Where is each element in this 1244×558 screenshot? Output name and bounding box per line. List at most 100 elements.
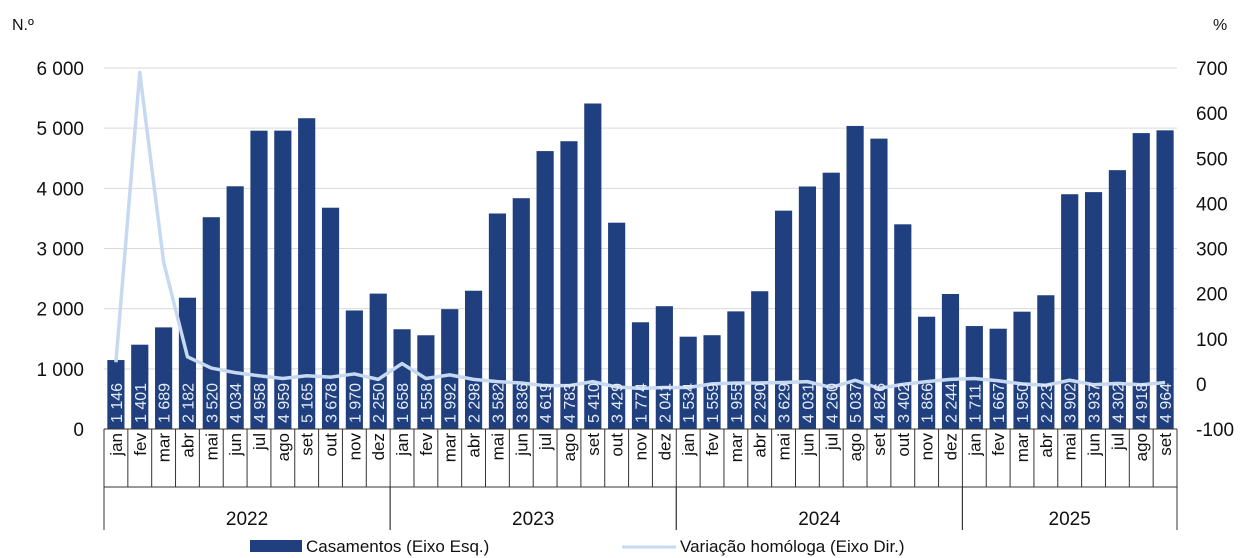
category-label: mar <box>1013 433 1032 463</box>
bar-data-label: 3 629 <box>777 383 794 423</box>
right-axis-tick-label: -100 <box>1196 420 1234 441</box>
bar <box>1108 170 1126 429</box>
category-label: mar <box>155 433 174 463</box>
category-label: ago <box>1132 433 1151 461</box>
bar-data-label: 3 402 <box>896 383 913 423</box>
bar-data-label: 3 836 <box>514 383 531 423</box>
bar-data-label: 1 534 <box>681 383 698 423</box>
category-label: jan <box>965 433 984 457</box>
category-label: fev <box>131 433 150 456</box>
category-label: jul <box>536 433 555 451</box>
bar-data-label: 1 689 <box>157 383 174 423</box>
bar-data-label: 1 658 <box>395 383 412 423</box>
left-axis-tick-label: 6 000 <box>36 59 84 80</box>
bar-data-label: 4 619 <box>538 383 555 423</box>
bar-data-label: 4 958 <box>252 383 269 423</box>
bar-data-label: 4 826 <box>872 383 889 423</box>
bar <box>488 213 507 429</box>
bar-data-label: 3 937 <box>1087 383 1104 423</box>
bar <box>1013 311 1031 429</box>
year-group-label: 2024 <box>798 509 841 530</box>
bar <box>1061 194 1079 429</box>
bar <box>441 309 459 429</box>
category-label: jan <box>107 433 126 457</box>
bar-data-label: 1 711 <box>967 384 984 423</box>
category-label: mar <box>727 433 746 463</box>
category-label: mar <box>441 433 460 463</box>
category-label: set <box>1156 433 1175 456</box>
bar <box>822 172 840 429</box>
bar <box>321 207 340 429</box>
bar-data-label: 4 918 <box>1134 383 1151 423</box>
category-label: set <box>870 433 889 456</box>
right-axis-tick-label: 400 <box>1196 194 1228 215</box>
right-axis-tick-label: 500 <box>1196 149 1228 170</box>
axes: 0 1 000 2 000 3 000 4 000 5 000 6 000 -100 0 100 2… <box>36 59 1234 530</box>
category-label: ago <box>560 433 579 461</box>
bar-data-label: 1 559 <box>705 383 722 423</box>
bar <box>584 103 602 429</box>
left-axis-tick-label: 0 <box>73 420 84 441</box>
category-label: jun <box>798 433 817 457</box>
category-label: nov <box>918 433 937 461</box>
bar-data-label: 2 041 <box>657 383 674 423</box>
bar <box>918 316 936 429</box>
left-axis-tick-label: 5 000 <box>36 119 84 140</box>
bar <box>369 293 387 429</box>
bar-data-label: 3 429 <box>610 383 627 423</box>
bar <box>1156 130 1174 429</box>
bar-data-label: 1 667 <box>991 383 1008 423</box>
bar <box>345 310 363 429</box>
bar <box>894 224 912 429</box>
bar-series <box>107 103 1174 430</box>
bar <box>298 118 316 429</box>
bar-data-label: 2 290 <box>753 383 770 423</box>
right-axis-tick-label: 600 <box>1196 104 1228 125</box>
category-label: jan <box>393 433 412 457</box>
year-group-label: 2023 <box>512 509 554 530</box>
category-label: abr <box>751 433 770 458</box>
bar-data-label: 5 410 <box>586 383 603 423</box>
bar-data-label: 2 244 <box>943 383 960 423</box>
category-label: out <box>322 433 341 457</box>
bar <box>751 291 769 429</box>
category-label: mai <box>488 433 507 460</box>
bar-data-label: 1 774 <box>634 383 651 423</box>
category-label: fev <box>703 433 722 456</box>
left-axis-tick-label: 2 000 <box>36 300 84 321</box>
bar <box>107 360 125 429</box>
category-label: nov <box>632 433 651 461</box>
year-group-label: 2025 <box>1049 509 1091 530</box>
category-label: abr <box>178 433 197 458</box>
bar <box>941 293 960 429</box>
legend-line-label: Variação homóloga (Eixo Dir.) <box>680 537 905 556</box>
bar <box>131 344 149 429</box>
category-label: set <box>584 433 603 456</box>
category-label: dez <box>369 433 388 460</box>
year-group-label: 2022 <box>226 509 268 530</box>
bar <box>155 327 173 429</box>
bar-data-label: 3 678 <box>324 383 341 423</box>
category-label: dez <box>941 433 960 460</box>
bar-data-label: 4 034 <box>228 383 245 423</box>
right-axis-tick-label: 300 <box>1196 240 1228 261</box>
left-axis-unit: N.º <box>12 17 34 34</box>
bar <box>846 125 864 430</box>
bar <box>631 322 650 429</box>
category-label: jun <box>1085 433 1104 457</box>
bar <box>1084 192 1103 429</box>
category-label: abr <box>1037 433 1056 458</box>
bar <box>250 130 268 429</box>
bar-data-label: 2 223 <box>1039 383 1056 423</box>
right-axis-unit: % <box>1213 17 1227 34</box>
left-axis-tick-label: 3 000 <box>36 240 84 261</box>
bar <box>798 186 816 429</box>
right-axis-tick-label: 200 <box>1196 285 1228 306</box>
bar <box>417 335 435 429</box>
bar <box>655 306 673 429</box>
bar <box>703 335 721 429</box>
bar <box>226 186 244 429</box>
category-label: jun <box>512 433 531 457</box>
category-label: jul <box>1108 433 1127 451</box>
